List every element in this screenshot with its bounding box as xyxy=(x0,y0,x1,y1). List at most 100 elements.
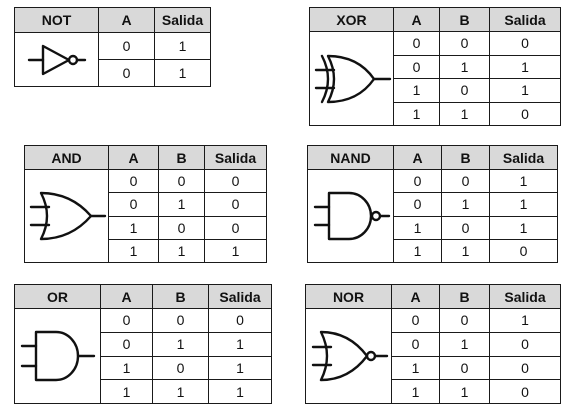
column-header-output: Salida xyxy=(154,7,211,33)
truth-cell: 1 xyxy=(439,331,490,357)
truth-cell: 0 xyxy=(152,355,209,381)
truth-cell: 0 xyxy=(158,168,205,194)
column-header-a: A xyxy=(100,284,153,309)
truth-cell: 1 xyxy=(391,379,440,404)
truth-cell: 0 xyxy=(100,331,153,357)
truth-cell: 0 xyxy=(108,192,159,217)
truth-cell: 0 xyxy=(439,308,490,333)
truth-cell: 1 xyxy=(100,355,153,381)
and-truth-table: AND A B Salida 0 0 0 0 1 0 1 xyxy=(24,145,267,264)
truth-cell: 1 xyxy=(108,215,159,240)
column-header-output: Salida xyxy=(208,284,272,309)
truth-cell: 0 xyxy=(152,308,209,333)
nand-gate-symbol xyxy=(307,169,394,263)
truth-cell: 0 xyxy=(439,31,490,56)
and-gate-icon xyxy=(29,191,106,241)
or-gate-icon xyxy=(20,330,95,382)
truth-cell: 1 xyxy=(108,238,159,264)
truth-cell: 0 xyxy=(391,331,440,357)
truth-cell: 0 xyxy=(393,192,442,217)
truth-cell: 1 xyxy=(152,331,209,357)
nand-gate-block: NAND A B Salida 0 0 1 0 1 1 xyxy=(307,145,558,264)
truth-cell: 0 xyxy=(393,31,440,56)
column-header-b: B xyxy=(441,145,490,170)
truth-cell: 1 xyxy=(489,78,561,103)
truth-cell: 0 xyxy=(489,355,561,381)
truth-cell: 1 xyxy=(208,379,272,404)
truth-cell: 0 xyxy=(208,308,272,333)
truth-cell: 1 xyxy=(441,238,490,264)
truth-cell: 0 xyxy=(100,308,153,333)
truth-cell: 0 xyxy=(439,78,490,103)
column-header-a: A xyxy=(393,145,442,170)
truth-cell: 0 xyxy=(489,238,558,264)
column-header-b: B xyxy=(158,145,205,170)
truth-cell: 0 xyxy=(204,168,267,194)
not-gate-block: NOT A Salida 0 1 0 1 xyxy=(14,7,211,87)
and-gate-symbol xyxy=(24,169,109,263)
truth-cell: 0 xyxy=(393,54,440,79)
truth-cell: 0 xyxy=(98,59,155,87)
nor-truth-table: NOR A B Salida 0 0 1 0 1 0 xyxy=(305,284,561,404)
truth-cell: 0 xyxy=(489,331,561,357)
nor-gate-block: NOR A B Salida 0 0 1 0 1 0 xyxy=(305,284,561,404)
truth-cell: 0 xyxy=(108,168,159,194)
xor-gate-name: XOR xyxy=(309,7,394,32)
truth-cell: 1 xyxy=(208,331,272,357)
truth-cell: 1 xyxy=(208,355,272,381)
truth-cell: 0 xyxy=(441,168,490,194)
column-header-output: Salida xyxy=(489,284,561,309)
nand-truth-table: NAND A B Salida 0 0 1 0 1 1 xyxy=(307,145,558,264)
truth-cell: 1 xyxy=(439,54,490,79)
truth-cell: 0 xyxy=(158,215,205,240)
column-header-output: Salida xyxy=(204,145,267,170)
xor-gate-icon xyxy=(314,54,391,103)
xor-gate-symbol xyxy=(309,31,394,126)
nor-gate-symbol xyxy=(305,308,392,404)
column-header-a: A xyxy=(393,7,440,32)
truth-cell: 1 xyxy=(154,59,211,87)
truth-cell: 0 xyxy=(98,32,155,60)
or-gate-name: OR xyxy=(14,284,101,309)
column-header-a: A xyxy=(391,284,440,309)
column-header-output: Salida xyxy=(489,145,558,170)
truth-cell: 1 xyxy=(439,101,490,126)
nand-gate-name: NAND xyxy=(307,145,394,170)
column-header-a: A xyxy=(98,7,155,33)
not-gate-name: NOT xyxy=(14,7,99,33)
truth-cell: 1 xyxy=(489,308,561,333)
not-gate-icon xyxy=(27,44,86,75)
truth-cell: 0 xyxy=(391,308,440,333)
and-gate-block: AND A B Salida 0 0 0 0 1 0 1 xyxy=(24,145,267,264)
truth-cell: 0 xyxy=(393,168,442,194)
truth-cell: 1 xyxy=(100,379,153,404)
nand-gate-icon xyxy=(313,191,390,241)
truth-cell: 1 xyxy=(158,192,205,217)
truth-cell: 1 xyxy=(393,238,442,264)
column-header-b: B xyxy=(439,7,490,32)
or-gate-block: OR A B Salida 0 0 0 0 1 1 1 xyxy=(14,284,272,404)
truth-cell: 1 xyxy=(489,192,558,217)
truth-cell: 1 xyxy=(393,215,442,240)
xor-truth-table: XOR A B Salida 0 0 0 0 1 1 xyxy=(309,7,561,126)
truth-cell: 0 xyxy=(441,215,490,240)
truth-cell: 1 xyxy=(489,168,558,194)
nor-gate-name: NOR xyxy=(305,284,392,309)
not-gate-symbol xyxy=(14,32,99,87)
truth-cell: 1 xyxy=(393,78,440,103)
truth-cell: 1 xyxy=(439,379,490,404)
truth-cell: 0 xyxy=(204,192,267,217)
truth-cell: 1 xyxy=(152,379,209,404)
nor-gate-icon xyxy=(311,330,388,382)
xor-gate-block: XOR A B Salida 0 0 0 0 1 1 xyxy=(309,7,561,126)
column-header-output: Salida xyxy=(489,7,561,32)
truth-cell: 0 xyxy=(489,379,561,404)
column-header-a: A xyxy=(108,145,159,170)
truth-cell: 1 xyxy=(391,355,440,381)
truth-cell: 1 xyxy=(204,238,267,264)
truth-cell: 1 xyxy=(154,32,211,60)
truth-cell: 1 xyxy=(393,101,440,126)
column-header-b: B xyxy=(152,284,209,309)
not-truth-table: NOT A Salida 0 1 0 1 xyxy=(14,7,211,87)
truth-cell: 0 xyxy=(489,31,561,56)
